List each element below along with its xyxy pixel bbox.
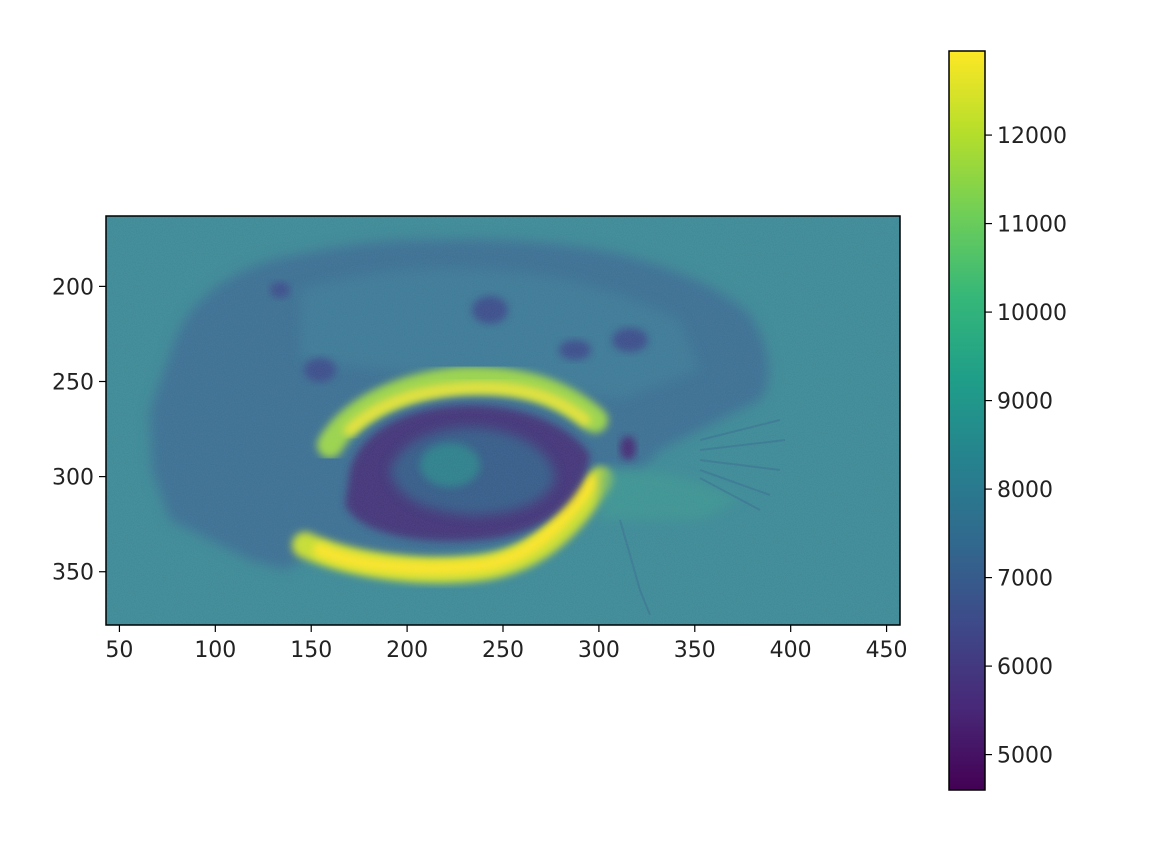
colorbar-tick-label: 5000 — [997, 744, 1053, 769]
heatmap-image — [106, 216, 900, 625]
y-tick-label: 200 — [52, 275, 94, 300]
y-tick-label: 300 — [52, 466, 94, 491]
colorbar-tick-label: 11000 — [997, 213, 1067, 238]
colorbar-tick-label: 8000 — [997, 478, 1053, 503]
y-tick-label: 250 — [52, 371, 94, 396]
colorbar-ticks: 5000 6000 7000 8000 9000 10000 11000 12000 — [985, 124, 1067, 769]
colorbar-tick-label: 6000 — [997, 655, 1053, 680]
x-tick-label: 400 — [770, 638, 812, 663]
x-tick-label: 100 — [194, 638, 236, 663]
colorbar-tick-label: 7000 — [997, 567, 1053, 592]
y-tick-label: 350 — [52, 561, 94, 586]
y-axis: 200 250 300 350 — [52, 275, 106, 586]
x-tick-label: 450 — [866, 638, 908, 663]
colorbar — [948, 50, 986, 791]
colorbar-tick-label: 9000 — [997, 390, 1053, 415]
x-tick-label: 150 — [290, 638, 332, 663]
colorbar-tick-label: 12000 — [997, 124, 1067, 149]
x-tick-label: 350 — [674, 638, 716, 663]
x-tick-label: 300 — [578, 638, 620, 663]
x-tick-label: 200 — [386, 638, 428, 663]
noise-overlay — [106, 216, 900, 625]
colorbar-tick-label: 10000 — [997, 301, 1067, 326]
x-axis: 50 100 150 200 250 300 350 400 450 — [105, 625, 908, 663]
x-tick-label: 250 — [482, 638, 524, 663]
x-tick-label: 50 — [105, 638, 133, 663]
